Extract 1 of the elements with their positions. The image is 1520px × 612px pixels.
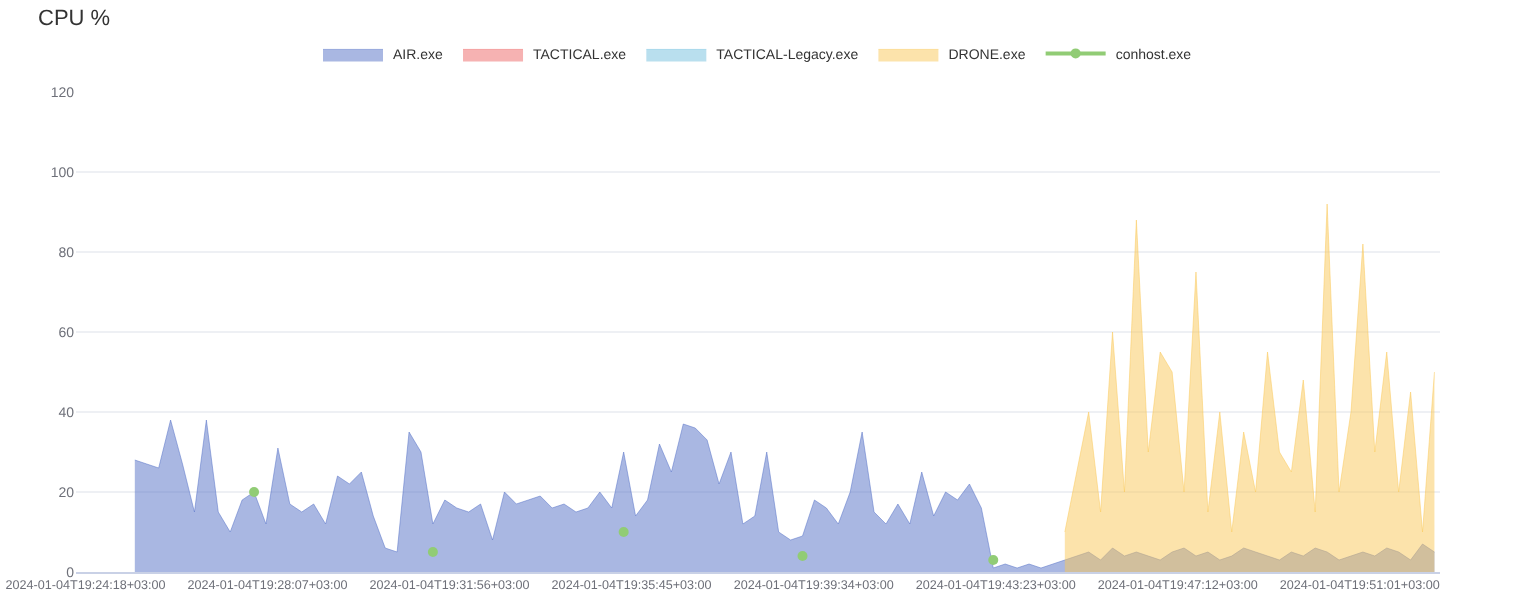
chart-title: CPU % xyxy=(38,6,111,31)
